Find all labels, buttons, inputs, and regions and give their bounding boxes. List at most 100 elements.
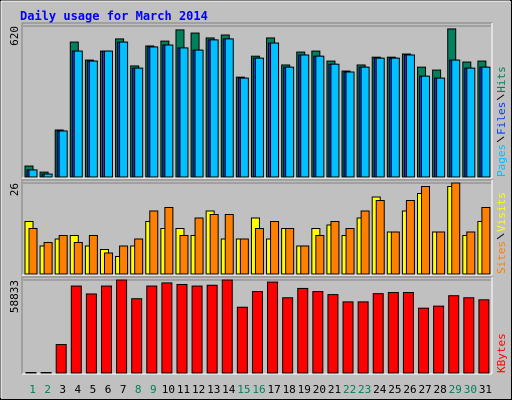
bar [372, 293, 384, 374]
bar [375, 200, 385, 275]
bar [342, 301, 354, 374]
x-tick-label: 29 [449, 383, 462, 396]
bar [405, 54, 415, 178]
bar [194, 217, 204, 275]
bar [285, 228, 295, 275]
y-tick-label: 26 [8, 183, 21, 196]
bar [103, 50, 113, 178]
bar [330, 221, 340, 275]
bar [131, 298, 143, 374]
x-tick-label: 25 [388, 383, 401, 396]
bar [179, 47, 189, 178]
bar [463, 297, 475, 374]
bar [88, 235, 98, 275]
bar [70, 285, 82, 374]
bar [315, 235, 325, 275]
bar [433, 305, 445, 374]
bar [149, 46, 159, 178]
bar [88, 60, 98, 178]
x-tick-label: 27 [418, 383, 431, 396]
x-tick-label: 10 [162, 383, 175, 396]
bar [478, 299, 490, 374]
bar [436, 77, 446, 178]
x-tick-label: 3 [59, 383, 66, 396]
x-tick-label: 2 [44, 383, 51, 396]
bar [149, 210, 159, 275]
x-tick-label: 15 [237, 383, 250, 396]
bar [466, 67, 476, 178]
bar [239, 238, 249, 275]
legend-separator [496, 136, 505, 143]
bar [405, 200, 415, 275]
bar [360, 210, 370, 275]
bar [254, 57, 264, 178]
bar [194, 49, 204, 178]
bar [191, 285, 203, 374]
bar [357, 301, 369, 374]
x-tick-label: 4 [75, 383, 82, 396]
legend-entry: Pages [495, 144, 508, 177]
bar [164, 44, 174, 178]
legend-entry: KBytes [495, 333, 508, 373]
bar [282, 297, 294, 374]
legend-entry: Hits [495, 66, 508, 93]
bar [270, 42, 280, 178]
x-tick-label: 18 [283, 383, 296, 396]
legend-entry: Visits [495, 192, 508, 232]
bar [224, 214, 234, 275]
bar [315, 55, 325, 178]
bar [103, 252, 113, 275]
bar [297, 287, 309, 374]
bar [418, 307, 430, 374]
x-tick-label: 23 [358, 383, 371, 396]
bar [345, 228, 355, 275]
bar [176, 283, 188, 374]
bar [390, 231, 400, 275]
legend-entry: Sites [495, 241, 508, 274]
bar [402, 292, 414, 374]
legend-separator [496, 233, 505, 240]
bar [481, 66, 491, 178]
bar [161, 282, 173, 374]
x-tick-label: 8 [135, 383, 142, 396]
x-tick-label: 30 [464, 383, 477, 396]
bar [58, 130, 68, 178]
x-tick-label: 7 [120, 383, 127, 396]
legend-entry: Files [495, 102, 508, 135]
bar [448, 295, 460, 374]
bar [312, 291, 324, 374]
bar [451, 59, 461, 178]
x-tick-label: 22 [343, 383, 356, 396]
bar [119, 41, 129, 178]
x-tick-label: 21 [328, 383, 341, 396]
bar [206, 284, 218, 374]
bar [387, 292, 399, 374]
x-tick-label: 1 [29, 383, 36, 396]
x-tick-label: 24 [373, 383, 387, 396]
x-tick-label: 6 [105, 383, 112, 396]
bar [209, 214, 219, 275]
x-tick-label: 12 [192, 383, 205, 396]
bar [360, 66, 370, 178]
bar [270, 221, 280, 275]
bar [58, 235, 68, 275]
bar [236, 306, 248, 374]
bar [327, 294, 339, 374]
bar [267, 281, 279, 374]
bar [43, 242, 53, 275]
bar [28, 169, 38, 178]
legend-separator [496, 94, 505, 101]
bar [85, 293, 97, 374]
bar [285, 66, 295, 178]
x-tick-label: 14 [222, 383, 236, 396]
bar [134, 238, 144, 275]
bar [239, 77, 249, 178]
bar [43, 173, 53, 178]
x-tick-label: 26 [403, 383, 416, 396]
bar [345, 71, 355, 178]
bar [254, 228, 264, 275]
x-tick-label: 5 [90, 383, 97, 396]
bar [421, 75, 431, 178]
bar [73, 50, 83, 178]
